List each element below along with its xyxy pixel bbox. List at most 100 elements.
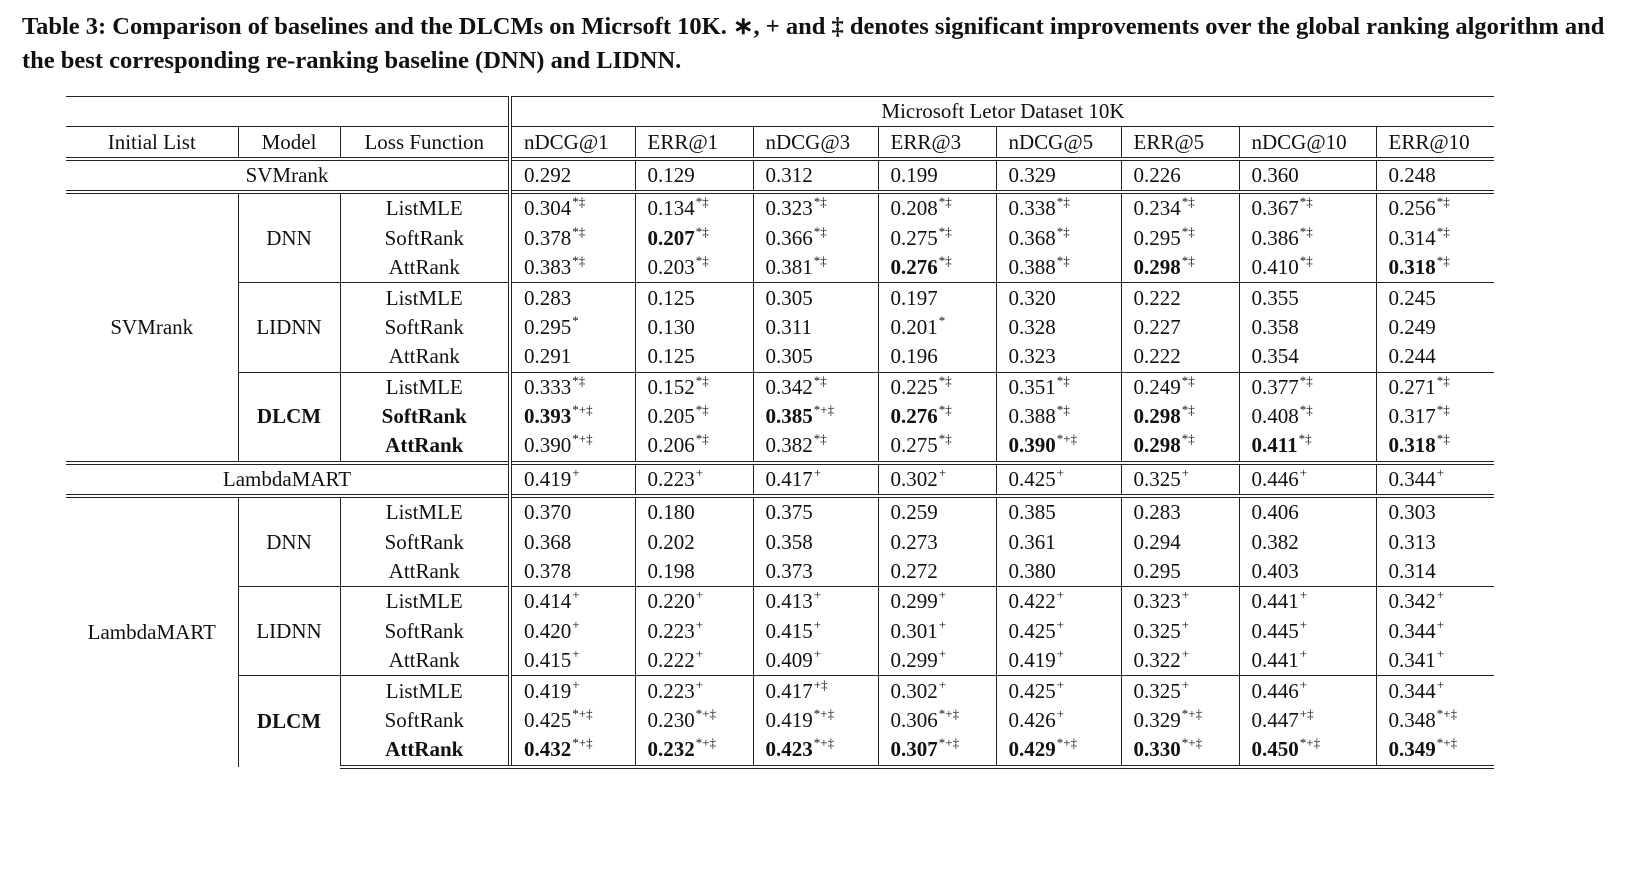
metric-cell: 0.226 <box>1120 156 1239 193</box>
header-blank <box>66 95 510 127</box>
significance-marker: *+‡ <box>1299 735 1321 751</box>
metric-value: 0.450 <box>1251 737 1299 762</box>
significance-marker: + <box>938 676 947 692</box>
table-row: LIDNN ListMLE 0.414+ 0.220+ 0.413+ 0.299+ 0.42… <box>66 586 1494 676</box>
significance-marker: + <box>1056 646 1065 662</box>
metric-value: 0.226 <box>1133 162 1181 187</box>
metric-value: 0.134 <box>647 196 695 221</box>
significance-marker: + <box>695 616 704 632</box>
table-row: AttRank 0.390*+‡ 0.206*‡ 0.382*‡ 0.275*‡ 0.39… <box>66 431 1494 463</box>
metric-cell: 0.411*‡ <box>1238 431 1376 463</box>
dataset-header: Microsoft Letor Dataset 10K <box>508 95 1494 127</box>
loss-function-cell: SoftRank <box>339 312 510 343</box>
metric-cell: 0.317*‡ <box>1375 401 1494 432</box>
significance-marker: + <box>1436 676 1445 692</box>
metric-cell: 0.413+ <box>752 586 878 617</box>
metric-value: 0.222 <box>1133 344 1181 369</box>
metric-cell: 0.415+ <box>508 646 635 676</box>
model-cell: LIDNN <box>237 282 340 373</box>
metric-value: 0.378 <box>524 559 572 584</box>
metric-cell: 0.390*+‡ <box>508 431 635 463</box>
metric-value: 0.342 <box>1388 589 1436 614</box>
metric-cell: 0.342*‡ <box>752 371 878 402</box>
metric-value: 0.411 <box>1251 433 1298 458</box>
loss-function-cell: SoftRank <box>339 223 510 253</box>
metric-cell: 0.320 <box>995 282 1121 313</box>
significance-marker: *‡ <box>938 372 952 388</box>
metric-value: 0.417 <box>765 678 813 703</box>
metric-value: 0.298 <box>1133 404 1181 429</box>
significance-marker: *‡ <box>1299 372 1313 388</box>
significance-marker: + <box>813 616 822 632</box>
significance-marker: *+‡ <box>1181 735 1203 751</box>
significance-marker: + <box>1436 646 1445 662</box>
metric-value: 0.202 <box>647 529 695 554</box>
metric-cell: 0.382 <box>1238 527 1376 557</box>
significance-marker: + <box>1181 616 1190 632</box>
metric-value: 0.275 <box>890 225 938 250</box>
metric-cell: 0.380 <box>995 556 1121 587</box>
metric-value: 0.441 <box>1251 648 1299 673</box>
metric-value: 0.244 <box>1388 344 1436 369</box>
significance-marker: + <box>1056 464 1065 480</box>
metric-value: 0.207 <box>647 225 695 250</box>
metric-cell: 0.283 <box>508 282 635 313</box>
metric-cell: 0.223+ <box>634 675 753 706</box>
metric-value: 0.415 <box>524 648 572 673</box>
metric-value: 0.227 <box>1133 314 1181 339</box>
metric-cell: 0.348*+‡ <box>1375 705 1494 736</box>
metric-value: 0.322 <box>1133 648 1181 673</box>
significance-marker: *+‡ <box>938 735 960 751</box>
metric-cell: 0.446+ <box>1238 675 1376 706</box>
metric-cell: 0.373 <box>752 556 878 587</box>
significance-marker: + <box>1056 706 1065 721</box>
table-row: SoftRank 0.393*+‡ 0.205*‡ 0.385*+‡ 0.276*‡ 0.… <box>66 401 1494 432</box>
significance-marker: *‡ <box>1056 194 1070 210</box>
metric-value: 0.301 <box>890 618 938 643</box>
metric-cell: 0.220+ <box>634 586 753 617</box>
metric-cell: 0.125 <box>634 282 753 313</box>
metric-cell: 0.295* <box>508 312 635 343</box>
table-row: SoftRank 0.368 0.202 0.358 0.273 0.361 0.294 0.… <box>66 527 1494 557</box>
metric-cell: 0.342+ <box>1375 586 1494 617</box>
metric-cell: 0.305 <box>752 282 878 313</box>
metric-value: 0.406 <box>1251 500 1299 525</box>
metric-cell: 0.441+ <box>1238 586 1376 617</box>
metric-value: 0.377 <box>1251 374 1299 399</box>
initial-list-cell: LambdaMART <box>66 494 238 767</box>
loss-function-cell: ListMLE <box>339 371 510 402</box>
metric-value: 0.383 <box>524 255 572 280</box>
metric-value: 0.338 <box>1008 196 1056 221</box>
metric-value: 0.294 <box>1133 529 1181 554</box>
significance-marker: *‡ <box>1299 402 1313 418</box>
loss-function-cell: ListMLE <box>339 190 510 224</box>
metric-value: 0.317 <box>1388 404 1436 429</box>
dataset-header-row: Microsoft Letor Dataset 10K <box>66 95 1494 127</box>
metric-cell: 0.417+‡ <box>752 675 878 706</box>
metric-cell: 0.446+ <box>1238 460 1376 497</box>
metric-cell: 0.313 <box>1375 527 1494 557</box>
metric-cell: 0.222+ <box>634 646 753 676</box>
metric-cell: 0.378*‡ <box>508 223 635 253</box>
metric-value: 0.344 <box>1388 678 1436 703</box>
loss-function-cell: ListMLE <box>339 494 510 528</box>
metric-value: 0.441 <box>1251 589 1299 614</box>
significance-marker: *‡ <box>1436 253 1450 269</box>
metric-cell: 0.355 <box>1238 282 1376 313</box>
metric-cell: 0.314*‡ <box>1375 223 1494 253</box>
metric-value: 0.358 <box>1251 314 1299 339</box>
significance-marker: + <box>938 646 947 662</box>
column-header: nDCG@1 <box>508 126 635 160</box>
metric-cell: 0.432*+‡ <box>508 735 635 769</box>
significance-marker: + <box>695 464 704 480</box>
loss-function-cell: AttRank <box>339 735 510 769</box>
significance-marker: *‡ <box>1056 223 1070 239</box>
loss-function-cell: AttRank <box>339 556 510 587</box>
metric-value: 0.367 <box>1251 196 1299 221</box>
metric-value: 0.375 <box>765 500 813 525</box>
metric-cell: 0.322+ <box>1120 646 1239 676</box>
metric-cell: 0.425+ <box>995 460 1121 497</box>
metric-cell: 0.197 <box>877 282 996 313</box>
metric-cell: 0.325+ <box>1120 460 1239 497</box>
metric-cell: 0.330*+‡ <box>1120 735 1239 769</box>
